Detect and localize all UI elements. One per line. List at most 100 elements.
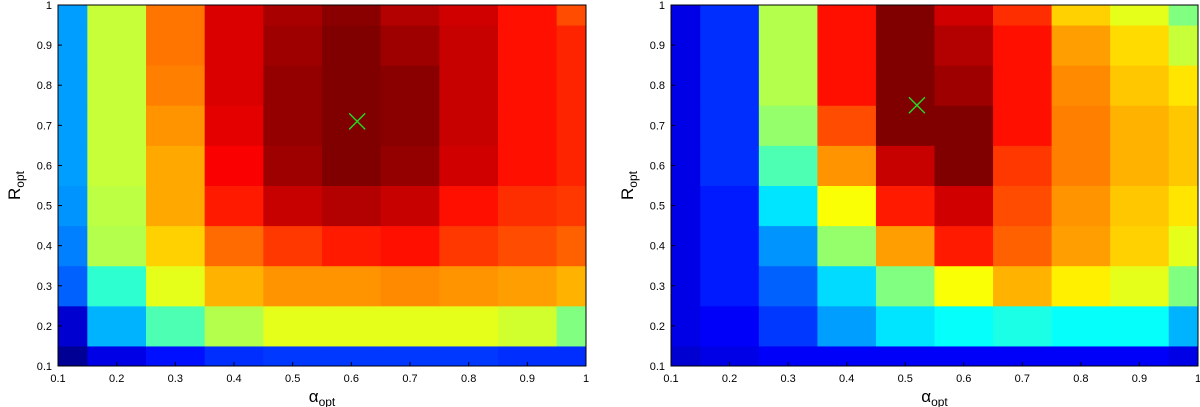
- heatmap-cell-r6-c9: [1168, 105, 1199, 146]
- plot-frame: [57, 4, 587, 367]
- heatmap-cell-r7-c2: [758, 65, 818, 106]
- heatmap-cell-r5-c7: [439, 145, 499, 186]
- heatmap-cell-r5-c2: [146, 145, 206, 186]
- heatmap-cell-r5-c9: [1168, 145, 1199, 186]
- heatmap-cell-r1-c9: [1168, 305, 1199, 347]
- optimum-x-marker: [348, 112, 366, 130]
- heatmap-cell-r7-c9: [556, 65, 587, 106]
- heatmap-cell-r3-c4: [263, 225, 323, 267]
- heatmap-cell-r2-c0: [671, 265, 701, 307]
- heatmap-cell-r2-c0: [58, 265, 88, 307]
- heatmap-cell-r2-c7: [439, 265, 499, 307]
- heatmap-cell-r4-c2: [146, 185, 206, 227]
- heatmap-cell-r0-c2: [758, 345, 818, 367]
- x-tick-label: 0.6: [956, 373, 971, 385]
- x-tick-label: 0.2: [722, 373, 737, 385]
- y-tick-label: 0.6: [37, 160, 52, 172]
- y-tick-label: 0.3: [37, 281, 52, 293]
- heatmap-cell-r7-c5: [322, 65, 382, 106]
- heatmap-cell-r1-c7: [1051, 305, 1111, 347]
- x-tick-label: 1: [583, 373, 589, 385]
- x-tick-label: 0.4: [226, 373, 241, 385]
- y-tick-label: 0.7: [650, 120, 665, 132]
- heatmap-cell-r6-c3: [817, 105, 877, 146]
- heatmap-cell-r3-c8: [1110, 225, 1170, 267]
- heatmap-cell-r0-c2: [146, 345, 206, 367]
- y-tick-label: 0.1: [650, 361, 665, 373]
- heatmap-cell-r1-c1: [700, 305, 760, 347]
- heatmap-cell-r8-c7: [1051, 25, 1111, 66]
- x-tick-label: 0.1: [663, 373, 678, 385]
- heatmap-cell-r7-c4: [263, 65, 323, 106]
- y-tick-label: 0.2: [37, 321, 52, 333]
- heatmap-cell-r2-c4: [875, 265, 935, 307]
- y-tick-label: 0.4: [650, 241, 665, 253]
- heatmap-cell-r4-c0: [58, 185, 88, 227]
- heatmap-cell-r3-c4: [875, 225, 935, 267]
- heatmap-cell-r7-c1: [700, 65, 760, 106]
- heatmap-cell-r2-c6: [993, 265, 1053, 307]
- heatmap-cell-r1-c4: [875, 305, 935, 347]
- heatmap-cell-r8-c7: [439, 25, 499, 66]
- x-tick-label: 0.2: [109, 373, 124, 385]
- heatmap-cell-r6-c8: [498, 105, 558, 146]
- heatmap-cell-r1-c5: [322, 305, 382, 347]
- heatmap-cell-r4-c7: [439, 185, 499, 227]
- heatmap-cell-r1-c2: [758, 305, 818, 347]
- y-axis-label: Ropt: [618, 170, 640, 200]
- heatmap-cell-r7-c7: [1051, 65, 1111, 106]
- heatmap-cell-r8-c9: [556, 25, 587, 66]
- y-tick-label: 0.9: [37, 40, 52, 52]
- heatmap-cell-r9-c2: [146, 5, 206, 26]
- heatmap-cell-r5-c8: [498, 145, 558, 186]
- heatmap-cell-r2-c1: [87, 265, 147, 307]
- heatmap-cell-r5-c5: [322, 145, 382, 186]
- heatmap-cell-r4-c0: [671, 185, 701, 227]
- heatmap-cell-r0-c6: [993, 345, 1053, 367]
- heatmap-cell-r4-c3: [817, 185, 877, 227]
- heatmap-cell-r0-c1: [87, 345, 147, 367]
- heatmap-cell-r6-c0: [58, 105, 88, 146]
- heatmap-cell-r9-c2: [758, 5, 818, 26]
- heatmap-cell-r0-c1: [700, 345, 760, 367]
- heatmap-cell-r3-c9: [556, 225, 587, 267]
- heatmap-cell-r8-c2: [758, 25, 818, 66]
- heatmap-cell-r3-c9: [1168, 225, 1199, 267]
- heatmap-cell-r3-c2: [146, 225, 206, 267]
- heatmap-cells: [671, 5, 1199, 367]
- y-tick-label: 1: [659, 0, 665, 12]
- heatmap-cell-r5-c5: [934, 145, 994, 186]
- heatmap-cell-r2-c3: [817, 265, 877, 307]
- heatmap-cell-r1-c3: [204, 305, 264, 347]
- heatmap-cell-r6-c4: [263, 105, 323, 146]
- heatmap-cell-r5-c6: [993, 145, 1053, 186]
- heatmap-cell-r4-c9: [556, 185, 587, 227]
- heatmap-cell-r4-c5: [322, 185, 382, 227]
- heatmap-cell-r8-c3: [204, 25, 264, 66]
- heatmap-cell-r6-c5: [934, 105, 994, 146]
- heatmap-cell-r7-c7: [439, 65, 499, 106]
- heatmap-cell-r8-c5: [934, 25, 994, 66]
- heatmap-cell-r1-c4: [263, 305, 323, 347]
- heatmap-cell-r3-c7: [439, 225, 499, 267]
- heatmap-cell-r1-c2: [146, 305, 206, 347]
- heatmap-cell-r5-c3: [817, 145, 877, 186]
- y-tick-label: 0.4: [37, 241, 52, 253]
- heatmap-cell-r2-c8: [1110, 265, 1170, 307]
- heatmap-panel-2: 0.1 0.2 0.3 0.4 0.5 0.6 0.7 0.8 0.9 1 0.1 0.2 0.3 0.4…: [618, 0, 1200, 407]
- heatmap-cell-r7-c8: [1110, 65, 1170, 106]
- y-tick-label: 0.9: [650, 40, 665, 52]
- heatmap-cell-r3-c5: [934, 225, 994, 267]
- heatmap-cell-r9-c4: [875, 5, 935, 26]
- optimum-x-marker: [908, 96, 926, 114]
- heatmap-cell-r7-c3: [817, 65, 877, 106]
- heatmap-cell-r1-c8: [1110, 305, 1170, 347]
- y-axis-label: Ropt: [5, 170, 27, 200]
- heatmap-cell-r4-c1: [87, 185, 147, 227]
- x-tick-label: 0.3: [780, 373, 795, 385]
- heatmap-cell-r7-c0: [58, 65, 88, 106]
- heatmap-cell-r6-c5: [322, 105, 382, 146]
- heatmap-cell-r0-c8: [498, 345, 558, 367]
- heatmap-cell-r6-c8: [1110, 105, 1170, 146]
- heatmap-cell-r5-c7: [1051, 145, 1111, 186]
